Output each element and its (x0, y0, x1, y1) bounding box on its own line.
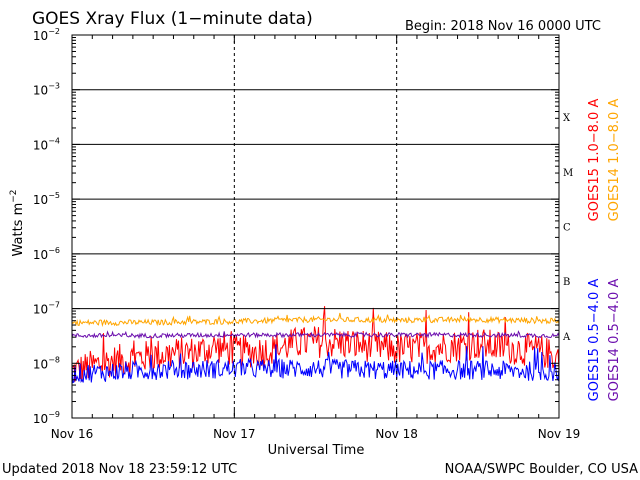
legend: GOES15 1.0−8.0 A GOES14 1.0−8.0 A GOES15 0… (587, 99, 622, 402)
series-line-0 (71, 306, 560, 382)
flare-class-label-X: X (563, 113, 571, 124)
y-tick-label-7: 10−9 (33, 410, 60, 426)
x-tick-label-3: Nov 19 (538, 427, 581, 441)
flare-class-label-A: A (562, 332, 571, 343)
y-tick-label-base-4: 10 (33, 248, 48, 262)
y-tick-label-exponent-6: −8 (48, 355, 60, 364)
y-tick-label-base-0: 10 (33, 29, 48, 43)
series-line-3 (71, 330, 560, 340)
y-tick-label-4: 10−6 (33, 246, 60, 262)
y-tick-label-exponent-4: −6 (48, 246, 60, 255)
y-tick-label-2: 10−4 (33, 136, 60, 152)
y-axis-title: Watts m−2 (9, 189, 26, 256)
legend-entry-0: GOES15 1.0−8.0 A (587, 99, 602, 222)
chart-title: GOES Xray Flux (1−minute data) (32, 9, 313, 29)
y-tick-label-base-1: 10 (33, 84, 48, 98)
y-axis-title-exponent: −2 (9, 189, 19, 202)
legend-entry-1: GOES14 1.0−8.0 A (607, 99, 622, 222)
y-tick-label-exponent-3: −5 (48, 191, 60, 200)
flare-class-label-B: B (563, 277, 570, 288)
x-tick-label-2: Nov 18 (375, 427, 418, 441)
series-line-1 (71, 312, 560, 328)
series-line-2 (71, 344, 560, 384)
flare-class-label-C: C (563, 223, 571, 234)
y-tick-label-base-2: 10 (33, 138, 48, 152)
plot-area (71, 306, 560, 384)
updated-label: Updated 2018 Nov 18 23:59:12 UTC (2, 462, 237, 477)
y-tick-label-base-7: 10 (33, 412, 48, 426)
flare-class-label-M: M (563, 168, 573, 179)
y-tick-label-exponent-1: −3 (48, 82, 60, 91)
x-tick-label-1: Nov 17 (213, 427, 256, 441)
x-axis-title: Universal Time (268, 443, 365, 458)
y-tick-label-exponent-5: −7 (48, 301, 60, 310)
legend-entry-2: GOES15 0.5−4.0 A (587, 279, 602, 402)
y-axis-title-text: Watts m (11, 203, 26, 257)
y-tick-label-1: 10−3 (33, 82, 60, 98)
y-tick-label-base-6: 10 (33, 357, 48, 371)
y-tick-label-exponent-0: −2 (48, 27, 60, 36)
y-tick-label-exponent-2: −4 (48, 136, 60, 145)
y-tick-label-0: 10−2 (33, 27, 60, 43)
begin-label: Begin: 2018 Nov 16 0000 UTC (405, 19, 601, 34)
credit-label: NOAA/SWPC Boulder, CO USA (445, 462, 638, 477)
x-tick-label-0: Nov 16 (51, 427, 94, 441)
y-tick-label-5: 10−7 (33, 301, 60, 317)
y-tick-label-base-3: 10 (33, 193, 48, 207)
y-tick-label-exponent-7: −9 (48, 410, 60, 419)
y-tick-label-base-5: 10 (33, 303, 48, 317)
y-tick-label-6: 10−8 (33, 355, 60, 371)
y-tick-label-3: 10−5 (33, 191, 60, 207)
legend-entry-3: GOES14 0.5−4.0 A (607, 279, 622, 402)
